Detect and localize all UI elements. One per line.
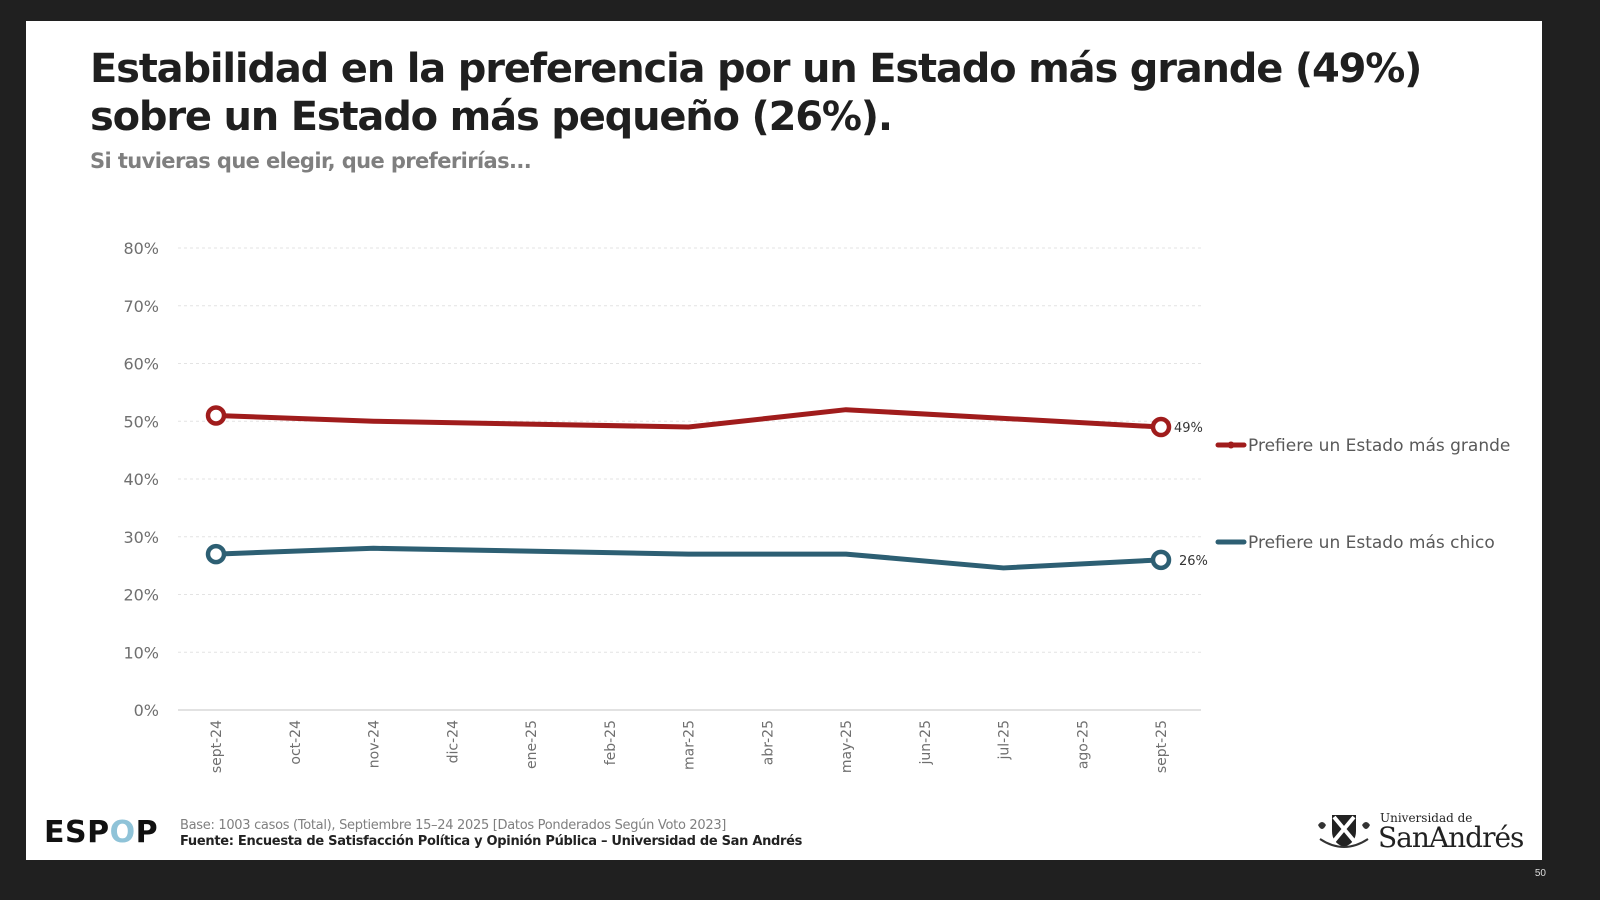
x-tick-label: sept-24 bbox=[209, 720, 225, 773]
university-logo: Universidad de SanAndrés bbox=[1312, 809, 1527, 854]
y-tick-label: 40% bbox=[123, 470, 159, 489]
legend-label: Prefiere un Estado más grande bbox=[1248, 436, 1510, 456]
y-tick-label: 60% bbox=[123, 355, 159, 374]
y-tick-label: 0% bbox=[134, 701, 159, 720]
y-tick-label: 30% bbox=[123, 528, 159, 547]
page-title: Estabilidad en la preferencia por un Est… bbox=[90, 46, 1422, 140]
series-group: 49% 26% bbox=[205, 405, 1208, 571]
espop-logo: ESPOP bbox=[44, 815, 158, 850]
y-tick-label: 10% bbox=[123, 643, 159, 662]
x-tick-label: mar-25 bbox=[682, 720, 698, 770]
x-tick-label: oct-24 bbox=[288, 720, 304, 765]
x-tick-label: dic-24 bbox=[445, 720, 461, 763]
y-tick-label: 80% bbox=[123, 239, 159, 258]
data-point-marker bbox=[205, 543, 227, 565]
y-tick-label: 20% bbox=[123, 586, 159, 605]
x-tick-label: jul-25 bbox=[997, 720, 1013, 761]
legend-marker bbox=[1227, 441, 1235, 449]
footer-source-note: Fuente: Encuesta de Satisfacción Polític… bbox=[180, 834, 803, 849]
university-name-small: Universidad de bbox=[1380, 811, 1473, 825]
logo-text-suffix: P bbox=[135, 815, 159, 850]
data-label: 49% bbox=[1174, 421, 1203, 436]
data-point-marker bbox=[205, 405, 227, 426]
university-name-big: SanAndrés bbox=[1378, 821, 1524, 854]
x-tick-label: abr-25 bbox=[760, 720, 776, 765]
data-point-marker bbox=[1150, 549, 1172, 571]
footer-base-note: Base: 1003 casos (Total), Septiembre 15–… bbox=[180, 818, 727, 833]
y-tick-label: 70% bbox=[123, 297, 159, 316]
x-tick-label: jun-25 bbox=[918, 720, 934, 766]
logo-text-o: O bbox=[109, 815, 136, 850]
y-tick-label: 50% bbox=[123, 412, 159, 431]
x-tick-label: may-25 bbox=[839, 720, 855, 773]
page-subtitle: Si tuvieras que elegir, que preferirías.… bbox=[90, 149, 532, 173]
shield-crest-icon bbox=[1318, 815, 1370, 848]
series-line bbox=[213, 545, 1164, 571]
x-tick-label: ene-25 bbox=[524, 720, 540, 769]
x-tick-label: ago-25 bbox=[1075, 720, 1091, 769]
x-axis-ticks: sept-24 oct-24 nov-24 dic-24 ene-25 feb-25 mar… bbox=[209, 720, 1170, 773]
logo-text-prefix: ESP bbox=[44, 815, 110, 850]
data-label: 26% bbox=[1179, 554, 1208, 569]
slide: Estabilidad en la preferencia por un Est… bbox=[26, 21, 1542, 860]
series-line bbox=[213, 407, 1164, 430]
legend-label: Prefiere un Estado más chico bbox=[1248, 533, 1495, 553]
y-axis-ticks: 0% 10% 20% 30% 40% 50% 60% 70% 80% bbox=[123, 239, 159, 720]
grid-lines bbox=[178, 247, 1201, 711]
x-tick-label: sept-25 bbox=[1154, 720, 1170, 773]
page-number: 50 bbox=[1534, 868, 1546, 879]
x-tick-label: feb-25 bbox=[603, 720, 619, 765]
data-point-marker bbox=[1150, 416, 1172, 438]
x-tick-label: nov-24 bbox=[367, 720, 383, 768]
line-chart: 0% 10% 20% 30% 40% 50% 60% 70% 80% sept-24 oct-24… bbox=[123, 239, 1510, 773]
legend: Prefiere un Estado más grande Prefiere un… bbox=[1215, 436, 1510, 553]
